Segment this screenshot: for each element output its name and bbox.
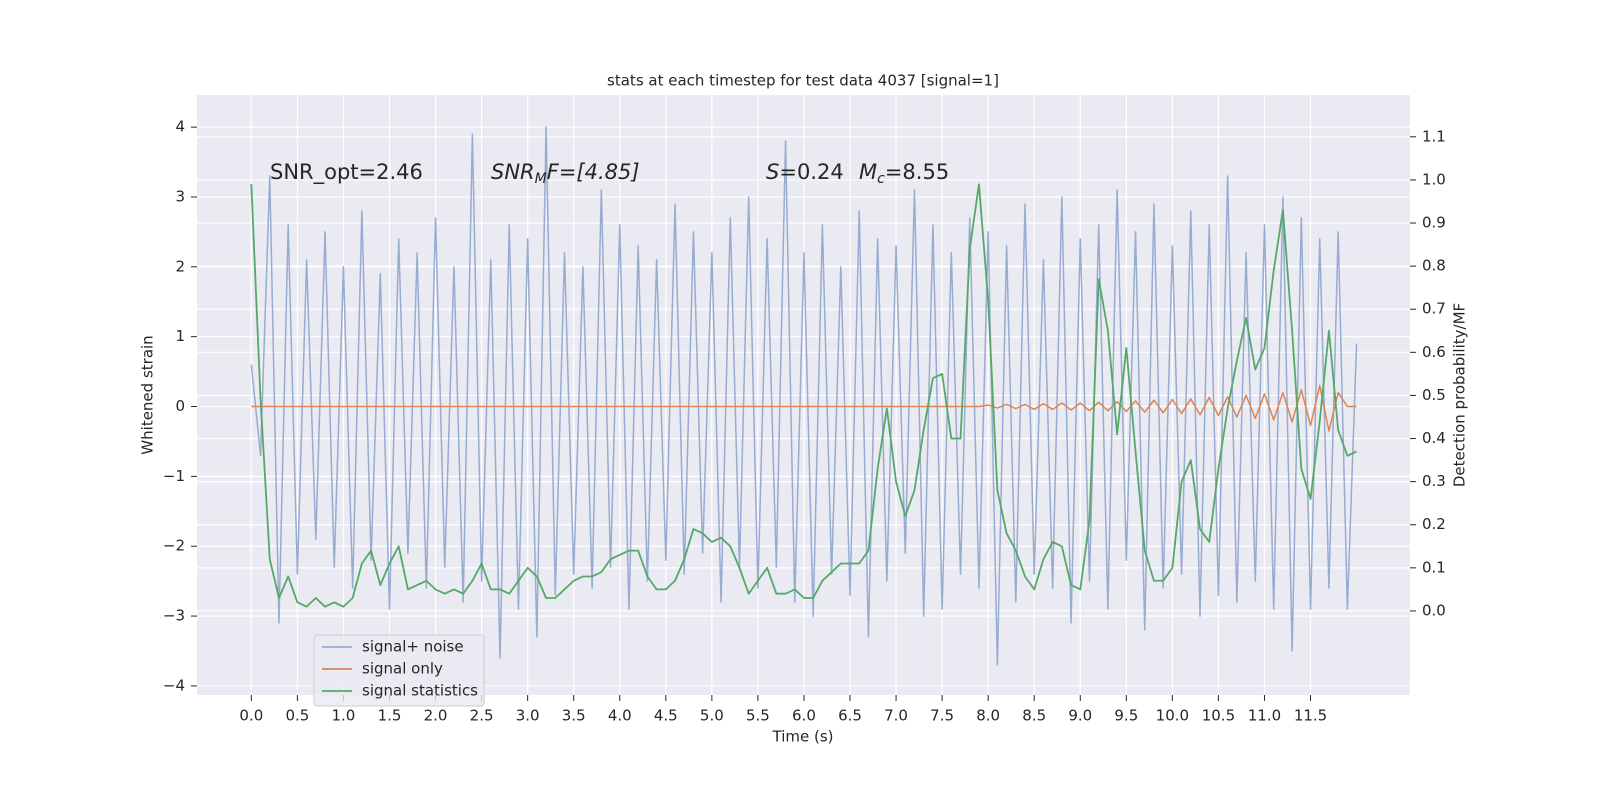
annotation: SNRMF=[4.85] — [491, 160, 640, 187]
y2-tick-label: 0.0 — [1422, 601, 1446, 619]
x-tick-label: 11.5 — [1294, 707, 1327, 725]
x-tick-label: 4.0 — [608, 707, 632, 725]
y-tick-label: 1 — [175, 327, 185, 345]
x-tick-label: 9.5 — [1114, 707, 1138, 725]
x-tick-label: 6.0 — [792, 707, 816, 725]
y2-tick-label: 0.5 — [1422, 386, 1446, 404]
y-tick-label: 2 — [175, 257, 185, 275]
x-tick-label: 7.0 — [884, 707, 908, 725]
annotation-text: =0.24 — [779, 160, 843, 184]
x-tick-label: 4.5 — [654, 707, 678, 725]
legend-label: signal statistics — [362, 682, 478, 700]
x-tick-label: 3.5 — [562, 707, 586, 725]
annotation-text: SNR — [491, 160, 535, 184]
x-axis-label: Time (s) — [772, 728, 834, 746]
x-tick-label: 0.0 — [239, 707, 263, 725]
x-tick-label: 11.0 — [1248, 707, 1281, 725]
legend-label: signal+ noise — [362, 638, 464, 656]
x-tick-label: 10.0 — [1156, 707, 1189, 725]
y2-tick-label: 0.4 — [1422, 429, 1446, 447]
y2-tick-label: 0.2 — [1422, 515, 1446, 533]
y2-axis-label: Detection probability/MF — [1451, 303, 1469, 487]
annotation: S=0.24 — [766, 160, 844, 184]
legend: signal+ noise signal only signal statistic… — [313, 634, 485, 707]
chart-title: stats at each timestep for test data 403… — [607, 72, 999, 90]
x-tick-label: 2.5 — [470, 707, 494, 725]
legend-box — [313, 634, 485, 707]
y2-tick-label: 0.6 — [1422, 343, 1446, 361]
annotation-text: S — [766, 160, 779, 184]
y-tick-label: 0 — [175, 397, 185, 415]
series-line — [250, 183, 1357, 608]
x-tick-label: 1.5 — [378, 707, 402, 725]
x-tick-label: 5.5 — [746, 707, 770, 725]
annotation-text: c — [877, 171, 885, 187]
y-tick-label: −1 — [163, 467, 185, 485]
y2-tick-label: 0.1 — [1422, 558, 1446, 576]
x-tick-label: 0.5 — [285, 707, 309, 725]
series-line — [251, 384, 1357, 432]
annotation-text: M — [535, 171, 547, 187]
y2-tick-label: 0.8 — [1422, 257, 1446, 275]
y-tick-label: −3 — [163, 607, 185, 625]
y-axis-label: Whitened strain — [139, 335, 157, 454]
y2-tick-label: 0.3 — [1422, 472, 1446, 490]
y-tick-label: −2 — [163, 537, 185, 555]
x-tick-label: 3.0 — [516, 707, 540, 725]
x-tick-label: 8.5 — [1022, 707, 1046, 725]
x-tick-label: 1.0 — [332, 707, 356, 725]
y2-tick-label: 1.0 — [1422, 170, 1446, 188]
y2-tick-label: 0.9 — [1422, 214, 1446, 232]
series-line — [250, 126, 1358, 666]
x-tick-label: 10.5 — [1202, 707, 1235, 725]
y-tick-label: 3 — [175, 187, 185, 205]
x-tick-label: 8.0 — [976, 707, 1000, 725]
annotation: SNR_opt=2.46 — [270, 160, 423, 185]
x-tick-label: 5.0 — [700, 707, 724, 725]
annotation: Mc=8.55 — [859, 160, 949, 187]
x-tick-label: 7.5 — [930, 707, 954, 725]
legend-label: signal only — [362, 660, 443, 678]
axes: 0.0 0.5 1.0 1.5 2.0 2.5 3.0 3.5 4.0 4.5 5.0 5.5 6.0 6… — [163, 118, 1446, 725]
annotation-text: F=[4.85] — [547, 160, 640, 184]
annotation-text: =8.55 — [885, 160, 949, 184]
x-tick-label: 9.0 — [1068, 707, 1092, 725]
annotation-text: SNR_opt=2.46 — [270, 160, 423, 185]
y-tick-label: −4 — [163, 676, 185, 694]
x-tick-label: 2.0 — [424, 707, 448, 725]
marks — [250, 126, 1358, 666]
y2-tick-label: 0.7 — [1422, 300, 1446, 318]
y-tick-label: 4 — [175, 118, 185, 136]
y2-tick-label: 1.1 — [1422, 127, 1446, 145]
x-tick-label: 6.5 — [838, 707, 862, 725]
annotation-text: M — [859, 160, 877, 184]
